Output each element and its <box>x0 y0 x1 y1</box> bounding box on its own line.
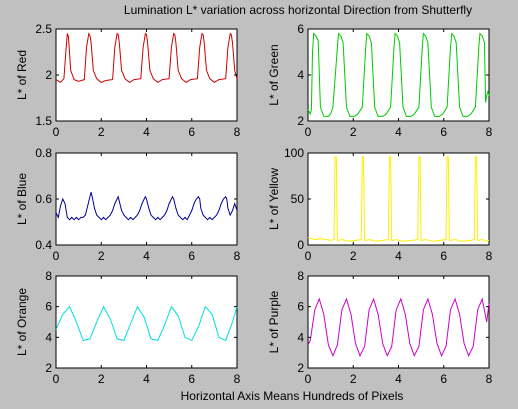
x-tick-label: 4 <box>143 249 150 263</box>
x-tick-label: 0 <box>305 249 312 263</box>
y-axis-label: L* of Blue <box>15 173 29 225</box>
y-tick-label: 0.4 <box>35 238 52 252</box>
y-tick-label: 2 <box>297 361 304 375</box>
x-tick-label: 8 <box>486 125 493 139</box>
y-tick-label: 0.8 <box>35 146 52 160</box>
y-tick-label: 2 <box>45 361 52 375</box>
subplot-3: 0 2 4 6 8 0.4 0.6 0.8 L* of Blue <box>15 146 241 263</box>
y-tick-label: 8 <box>297 269 304 283</box>
y-axis-label: L* of Purple <box>267 290 281 353</box>
y-tick-label: 50 <box>291 192 305 206</box>
plot-area <box>55 28 238 122</box>
x-tick-label: 8 <box>486 249 493 263</box>
y-tick-label: 4 <box>45 330 52 344</box>
x-tick-label: 0 <box>305 372 312 386</box>
subplot-1: 0 2 4 6 8 1.5 2 2.5 L* of Red <box>15 22 241 139</box>
x-tick-label: 2 <box>98 249 105 263</box>
x-tick-label: 4 <box>143 125 150 139</box>
series-line <box>307 156 490 242</box>
figure-title: Lumination L* variation across horizonta… <box>124 3 472 17</box>
x-tick-label: 8 <box>486 372 493 386</box>
x-tick-label: 8 <box>234 372 241 386</box>
x-tick-label: 0 <box>53 249 60 263</box>
y-tick-label: 4 <box>297 68 304 82</box>
y-tick-label: 8 <box>45 269 52 283</box>
plot-area <box>307 152 490 246</box>
y-tick-label: 2 <box>297 114 304 128</box>
y-axis-label: L* of Yellow <box>267 168 281 230</box>
y-tick-label: 6 <box>297 300 304 314</box>
x-tick-label: 6 <box>188 249 195 263</box>
x-tick-label: 4 <box>395 125 402 139</box>
x-tick-label: 2 <box>350 372 357 386</box>
series-line <box>307 32 490 117</box>
plot-area <box>55 275 238 369</box>
series-line <box>55 191 238 221</box>
y-tick-label: 4 <box>297 330 304 344</box>
y-tick-label: 100 <box>284 146 304 160</box>
x-tick-label: 6 <box>440 372 447 386</box>
x-tick-label: 2 <box>350 249 357 263</box>
x-tick-label: 6 <box>188 125 195 139</box>
y-tick-label: 6 <box>297 22 304 36</box>
x-tick-label: 6 <box>188 372 195 386</box>
x-tick-label: 4 <box>395 249 402 263</box>
plot-area <box>307 28 490 122</box>
x-tick-label: 2 <box>98 372 105 386</box>
x-tick-label: 6 <box>440 249 447 263</box>
x-tick-label: 0 <box>305 125 312 139</box>
x-tick-label: 0 <box>53 125 60 139</box>
x-tick-label: 0 <box>53 372 60 386</box>
plot-area <box>307 275 490 369</box>
series-line <box>55 305 238 342</box>
x-tick-label: 4 <box>143 372 150 386</box>
y-axis-label: L* of Orange <box>15 288 29 356</box>
x-tick-label: 8 <box>234 249 241 263</box>
y-tick-label: 0.6 <box>35 192 52 206</box>
x-tick-label: 2 <box>98 125 105 139</box>
x-tick-label: 2 <box>350 125 357 139</box>
x-tick-label: 6 <box>440 125 447 139</box>
series-line <box>307 297 490 357</box>
x-tick-label: 4 <box>395 372 402 386</box>
y-tick-label: 2 <box>45 68 52 82</box>
y-tick-label: 2.5 <box>35 22 52 36</box>
y-tick-label: 0 <box>297 238 304 252</box>
x-tick-label: 8 <box>234 125 241 139</box>
figure-xlabel: Horizontal Axis Means Hundreds of Pixels <box>181 389 404 403</box>
y-tick-label: 1.5 <box>35 114 52 128</box>
y-tick-label: 6 <box>45 300 52 314</box>
y-axis-label: L* of Green <box>267 44 281 105</box>
y-axis-label: L* of Red <box>15 50 29 100</box>
series-line <box>55 32 238 84</box>
